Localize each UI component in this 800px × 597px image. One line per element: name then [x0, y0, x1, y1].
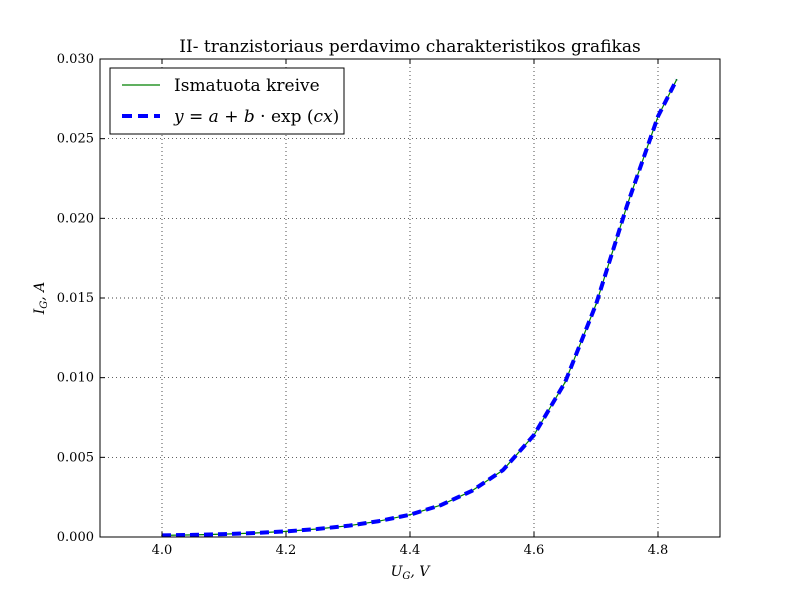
y-axis-label-tail: , A	[32, 282, 48, 301]
x-tick-label: 4.6	[524, 543, 545, 558]
legend-label-measured: Ismatuota kreive	[174, 76, 320, 96]
plot-area	[161, 78, 679, 538]
legend-fit-part-close: )	[333, 107, 340, 127]
legend-box	[109, 67, 345, 135]
legend-fit-part-plus: +	[219, 107, 244, 127]
y-tick-label: 0.030	[57, 52, 94, 67]
y-tick-label: 0.025	[57, 132, 94, 147]
x-tick-label: 4.0	[152, 543, 173, 558]
x-axis-label-tail: , V	[410, 564, 431, 580]
chart-title: II- tranzistoriaus perdavimo charakteris…	[179, 37, 640, 57]
y-tick-label: 0.010	[57, 371, 94, 386]
y-tick-label: 0.005	[57, 450, 94, 465]
data-point	[409, 513, 411, 516]
x-tick-label: 4.2	[276, 543, 297, 558]
legend-fit-part-exp: · exp (	[255, 107, 314, 127]
legend-fit-part-cx: cx	[314, 107, 334, 127]
data-point	[285, 530, 287, 533]
legend-fit-part-a: a	[209, 107, 219, 127]
legend-fit-part-eq: =	[184, 107, 209, 127]
data-point	[595, 303, 597, 306]
y-axis-label: IG, A	[32, 282, 50, 316]
y-axis-label-main: I	[32, 308, 48, 315]
legend: Ismatuota kreive y = a + b · exp (cx)	[109, 67, 345, 135]
y-axis-label-sub: G	[39, 301, 50, 309]
legend-label-fit: y = a + b · exp (cx)	[173, 107, 339, 127]
y-tick-label: 0.015	[57, 291, 94, 306]
x-tick-label: 4.4	[400, 543, 421, 558]
x-axis-label-sub: G	[402, 571, 410, 582]
axis-ticks: 4.0 4.2 4.4 4.6 4.8 0.000 0.005 0.010 0.015 0.020…	[57, 52, 720, 558]
data-point	[564, 381, 566, 384]
series-line-fit	[161, 78, 679, 538]
y-tick-label: 0.000	[57, 530, 94, 545]
x-axis-label-main: U	[391, 564, 404, 580]
legend-fit-part-b: b	[244, 107, 255, 127]
y-tick-label: 0.020	[57, 211, 94, 226]
x-tick-label: 4.8	[648, 543, 669, 558]
x-axis-label: UG, V	[391, 564, 432, 582]
legend-fit-part-y: y	[173, 107, 184, 127]
